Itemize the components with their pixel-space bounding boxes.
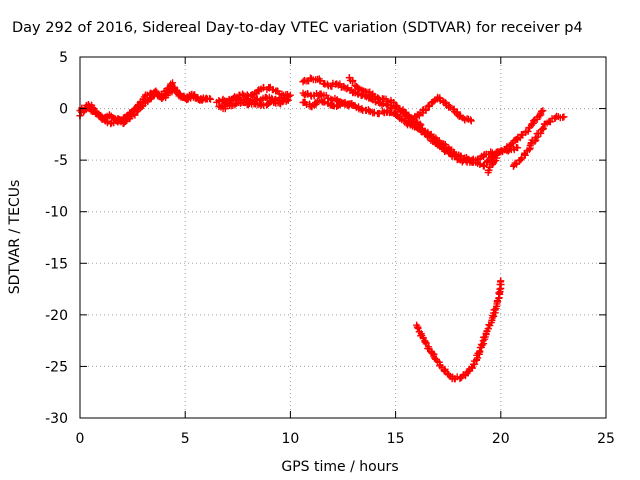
data-point — [401, 108, 409, 116]
data-point — [537, 107, 545, 115]
x-tick-label: 25 — [597, 431, 615, 447]
data-point — [201, 95, 209, 103]
y-tick-label: -5 — [54, 153, 68, 169]
data-point — [456, 375, 464, 383]
x-tick-label: 20 — [492, 431, 510, 447]
x-tick-label: 10 — [281, 431, 299, 447]
data-point — [531, 134, 539, 142]
data-point — [336, 80, 344, 88]
data-point — [524, 127, 532, 135]
data-point — [358, 86, 366, 94]
data-point — [441, 98, 449, 106]
data-point — [517, 156, 525, 164]
data-point — [495, 289, 503, 297]
data-point — [514, 144, 522, 152]
data-point — [286, 91, 294, 99]
data-point — [467, 117, 475, 125]
y-axis-label: SDTVAR / TECUs — [7, 180, 23, 295]
data-point — [350, 101, 358, 109]
axis-ticks: 0 5 10 15 20 25 5 0 -5 -10 -15 -20 -25 -30 — [45, 50, 615, 447]
y-tick-label: 5 — [59, 50, 68, 66]
data-point — [138, 102, 146, 110]
x-tick-label: 5 — [181, 431, 190, 447]
y-tick-label: -30 — [45, 411, 68, 427]
data-point — [414, 324, 422, 332]
data-point — [384, 98, 392, 106]
chart-title: Day 292 of 2016, Sidereal Day-to-day VTE… — [12, 20, 583, 36]
data-point — [243, 94, 251, 102]
data-point — [237, 99, 245, 107]
data-point — [560, 113, 568, 121]
data-point — [320, 98, 328, 106]
data-point — [117, 116, 125, 124]
y-tick-label: -20 — [45, 308, 68, 324]
y-tick-label: -25 — [45, 359, 68, 375]
data-point — [421, 129, 429, 137]
y-tick-label: 0 — [59, 102, 68, 118]
data-point — [511, 159, 519, 167]
y-tick-label: -10 — [45, 205, 68, 221]
x-tick-label: 15 — [387, 431, 405, 447]
data-point — [348, 77, 356, 85]
x-axis-label: GPS time / hours — [281, 459, 398, 475]
x-tick-label: 0 — [76, 431, 85, 447]
data-point — [478, 341, 486, 349]
data-point — [491, 306, 499, 314]
data-point — [539, 124, 547, 132]
data-point — [497, 277, 505, 285]
data-point — [300, 91, 308, 99]
data-point — [413, 323, 421, 331]
plot-frame — [79, 56, 607, 419]
data-point — [202, 94, 210, 102]
data-point — [282, 97, 290, 105]
data-point — [539, 107, 547, 115]
data-point — [370, 108, 378, 116]
data-point — [343, 85, 351, 93]
y-tick-label: -15 — [45, 256, 68, 272]
data-point — [504, 147, 512, 155]
data-point — [525, 145, 533, 153]
data-point — [468, 364, 476, 372]
data-point — [467, 116, 475, 124]
data-point — [513, 160, 521, 168]
data-points — [76, 74, 568, 383]
data-point — [328, 82, 336, 90]
data-point — [493, 154, 501, 162]
